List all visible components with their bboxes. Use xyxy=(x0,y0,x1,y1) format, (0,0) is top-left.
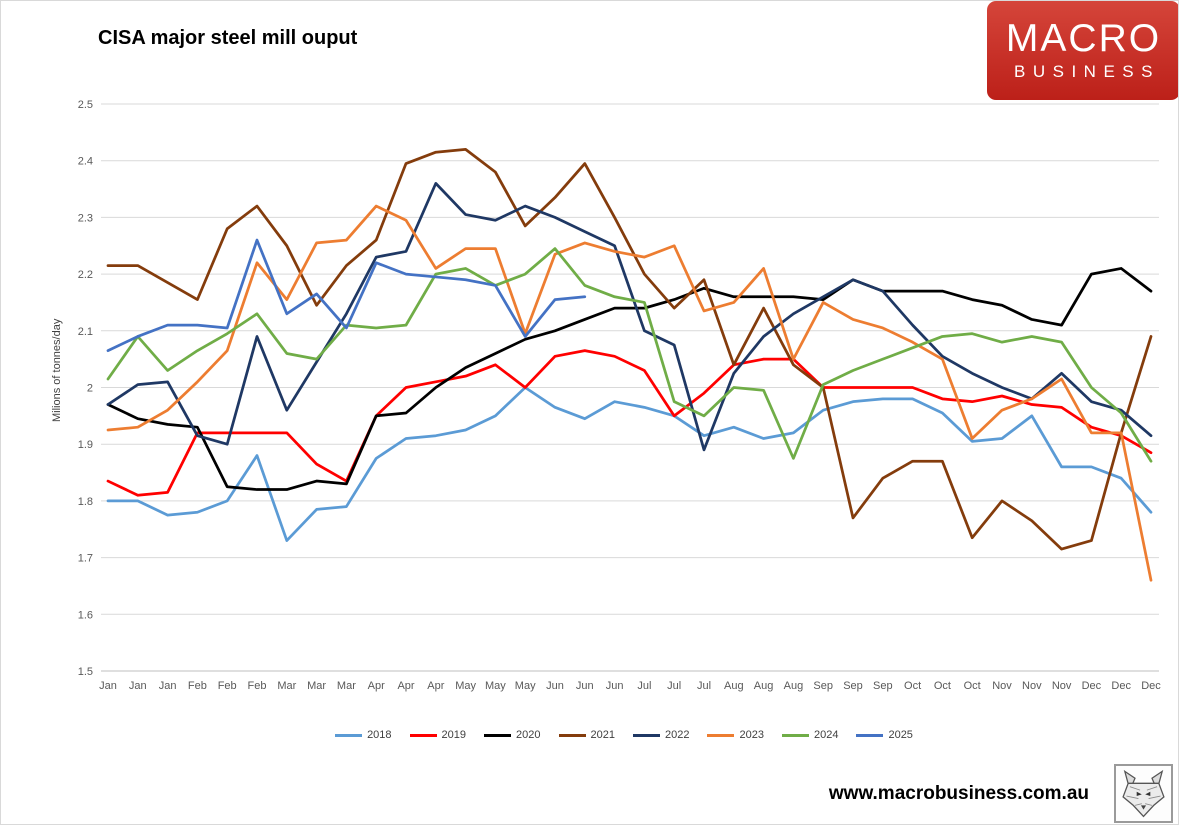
x-tick-label: Mar xyxy=(277,680,296,692)
x-tick-label: Sep xyxy=(843,680,863,692)
legend-swatch-2019 xyxy=(409,733,437,737)
legend-label-2023: 2023 xyxy=(739,729,764,741)
fox-sketch-icon xyxy=(1122,769,1165,818)
y-tick-label: 1.6 xyxy=(78,609,93,621)
x-tick-label: Apr xyxy=(368,680,385,692)
x-tick-label: May xyxy=(485,680,506,692)
series-line-2018 xyxy=(106,386,1153,542)
series-line-2021 xyxy=(106,147,1153,551)
legend-swatch-2021 xyxy=(558,733,586,737)
legend-swatch-2025 xyxy=(856,733,884,737)
legend-item-2022: 2022 xyxy=(633,729,689,741)
y-tick-label: 1.9 xyxy=(78,439,93,451)
x-tick-label: Sep xyxy=(873,680,893,692)
x-tick-label: Jun xyxy=(546,680,564,692)
series-line-2024 xyxy=(106,247,1153,463)
x-tick-label: Aug xyxy=(724,680,744,692)
x-tick-label: Mar xyxy=(337,680,356,692)
legend-item-2020: 2020 xyxy=(484,729,541,741)
legend-label-2025: 2025 xyxy=(888,729,913,741)
x-tick-label: Feb xyxy=(248,680,267,692)
x-tick-label: Dec xyxy=(1111,680,1131,692)
x-tick-label: Oct xyxy=(934,680,951,692)
y-tick-label: 1.5 xyxy=(78,666,93,678)
x-tick-label: Aug xyxy=(784,680,804,692)
legend-item-2019: 2019 xyxy=(409,729,467,741)
x-tick-label: Mar xyxy=(307,680,326,692)
legend-item-2023: 2023 xyxy=(707,729,764,741)
legend-swatch-2024 xyxy=(781,733,809,737)
y-tick-label: 2.4 xyxy=(78,156,93,168)
legend-swatch-2022 xyxy=(633,733,660,737)
series-line-2023 xyxy=(106,204,1153,582)
series-line-2020 xyxy=(106,267,1153,491)
chart-legend: 2018 2019 2020 2021 2022 2023 2024 2025 xyxy=(108,725,1140,745)
legend-label-2021: 2021 xyxy=(590,729,615,741)
legend-label-2022: 2022 xyxy=(665,729,690,741)
x-tick-label: Nov xyxy=(1052,680,1072,692)
legend-label-2024: 2024 xyxy=(813,729,839,741)
legend-item-2024: 2024 xyxy=(781,729,839,741)
x-tick-label: Nov xyxy=(1022,680,1042,692)
x-tick-label: Oct xyxy=(964,680,981,692)
macrobusiness-logo-line1: MACRO xyxy=(1005,17,1162,61)
y-tick-label: 2.3 xyxy=(78,212,93,224)
x-tick-label: Jun xyxy=(576,680,594,692)
legend-label-2018: 2018 xyxy=(367,729,392,741)
series-line-2022 xyxy=(106,182,1153,452)
x-tick-label: Jun xyxy=(606,680,624,692)
y-tick-label: 2.5 xyxy=(78,99,93,111)
x-tick-label: Apr xyxy=(397,680,414,692)
y-tick-label: 1.8 xyxy=(78,496,93,508)
x-tick-label: Dec xyxy=(1082,680,1102,692)
chart-title: CISA major steel mill ouput xyxy=(98,27,358,49)
x-tick-label: Nov xyxy=(992,680,1012,692)
macrobusiness-logo: MACRO BUSINESS xyxy=(987,1,1178,100)
x-tick-label: Jan xyxy=(129,680,147,692)
x-tick-label: Jul xyxy=(637,680,651,692)
y-tick-label: 2.2 xyxy=(78,269,93,281)
series-line-2025 xyxy=(106,238,587,353)
x-tick-label: Jan xyxy=(99,680,117,692)
legend-swatch-2018 xyxy=(335,733,363,737)
legend-swatch-2023 xyxy=(707,733,735,737)
legend-item-2021: 2021 xyxy=(558,729,615,741)
fox-logo-box xyxy=(1114,764,1173,823)
macrobusiness-logo-line2: BUSINESS xyxy=(1014,61,1160,81)
x-tick-label: Dec xyxy=(1141,680,1161,692)
y-tick-label: 2 xyxy=(87,383,93,395)
line-chart-plot: 2.5 2.4 2.3 2.2 2.1 2 1.9 1.8 1.7 1.6 1.5 Jan Jan Jan… xyxy=(78,99,1162,692)
footer-url: www.macrobusiness.com.au xyxy=(828,783,1089,804)
x-tick-label: Feb xyxy=(188,680,207,692)
x-tick-label: Aug xyxy=(754,680,774,692)
series-line-2019 xyxy=(106,349,1153,497)
x-tick-label: Feb xyxy=(218,680,237,692)
x-tick-label: May xyxy=(515,680,536,692)
legend-item-2018: 2018 xyxy=(335,729,392,741)
x-tick-label: Apr xyxy=(427,680,444,692)
x-tick-label: Jan xyxy=(159,680,177,692)
x-tick-label: Jul xyxy=(697,680,711,692)
x-tick-label: Sep xyxy=(813,680,833,692)
legend-item-2025: 2025 xyxy=(856,729,913,741)
y-tick-label: 2.1 xyxy=(78,326,93,338)
y-tick-label: 1.7 xyxy=(78,553,93,565)
legend-label-2019: 2019 xyxy=(441,729,467,741)
x-tick-label: Oct xyxy=(904,680,921,692)
legend-swatch-2020 xyxy=(484,733,512,737)
legend-label-2020: 2020 xyxy=(516,729,541,741)
x-tick-label: Jul xyxy=(667,680,681,692)
x-tick-label: May xyxy=(455,680,476,692)
